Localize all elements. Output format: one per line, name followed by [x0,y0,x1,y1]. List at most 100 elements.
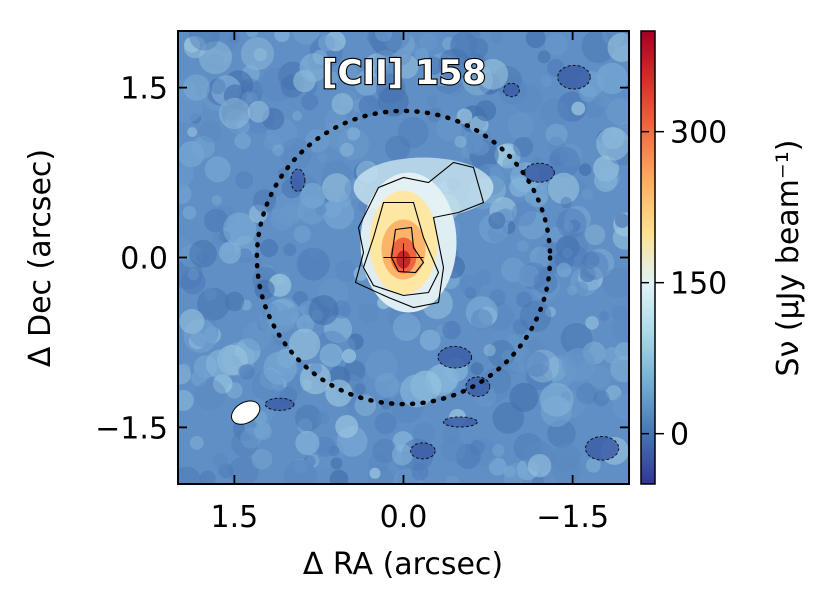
noise-blob [314,436,336,458]
noise-blob [270,208,294,231]
noise-blob [614,213,629,229]
noise-blob [378,85,409,117]
noise-blob [539,98,569,128]
noise-blob [533,270,558,295]
noise-blob [584,224,606,246]
noise-blob [210,31,240,53]
noise-blob [183,35,207,59]
noise-blob [211,194,222,206]
noise-blob [442,74,465,96]
noise-blob [274,31,290,43]
noise-blob [517,240,529,253]
noise-blob [330,457,343,470]
noise-blob [240,427,262,449]
contour-negative [585,436,620,461]
contour-positive [354,161,485,309]
noise-blob [392,313,421,342]
contour-negative [410,442,436,460]
noise-blob [365,349,398,382]
noise-blob [212,233,225,246]
noise-blob [562,348,596,382]
contour-negative [523,162,555,183]
noise-blob [585,248,615,278]
noise-blob [419,329,441,351]
y-tick-label: 1.5 [120,72,168,107]
noise-blob [187,127,198,138]
noise-blob [299,182,326,209]
noise-blob [426,95,438,107]
noise-blob [548,146,581,178]
noise-blob [251,448,273,470]
noise-blob [194,379,226,411]
noise-blob [574,281,589,296]
noise-blob [224,291,245,312]
noise-blob [526,363,553,391]
noise-blob [292,110,303,121]
noise-blob [335,415,359,438]
noise-blob [470,308,493,331]
noise-blob [324,71,339,86]
contour-negative [264,397,295,411]
noise-blob [280,138,312,170]
noise-blob [520,355,531,366]
noise-blob [565,321,594,350]
noise-blob [512,319,528,335]
noise-blob [367,31,388,48]
noise-blob [309,362,322,375]
noise-blob [331,93,354,115]
noise-blob [316,411,330,425]
noise-blob [293,225,311,243]
noise-blob [238,365,250,377]
noise-blob [328,445,340,457]
noise-blob [594,91,610,107]
noise-blob [197,252,209,265]
noise-blob [218,230,231,243]
noise-blob [490,31,504,44]
noise-blob [180,269,206,295]
noise-blob [347,333,364,350]
noise-blob [602,267,629,298]
noise-blob [204,208,229,233]
noise-blob [288,328,321,361]
noise-blob [235,171,254,190]
colorbar-ticks: 0 150 300 [641,116,727,453]
noise-blob [511,201,537,227]
noise-blob [369,467,381,479]
x-tick-label: −1.5 [536,500,609,535]
noise-blob [257,318,270,332]
noise-blob [354,70,380,96]
noise-blob [263,264,274,276]
noise-blob [178,389,194,411]
y-tick-label: 0.0 [120,242,168,277]
aperture-circle [254,108,553,407]
noise-blob [297,418,313,434]
x-tick-label: 0.0 [380,500,428,535]
noise-blob [411,463,429,481]
noise-blob [552,443,581,472]
noise-blob [477,369,512,403]
noise-blob [199,120,222,143]
noise-blob [513,83,543,113]
noise-blob [501,350,513,361]
noise-blob [540,75,553,88]
noise-blob [253,48,267,62]
contour-negative [442,416,478,428]
noise-blob [547,172,580,205]
noise-blob [182,205,197,220]
noise-blob [218,463,234,479]
noise-blob [237,248,253,263]
noise-blob [301,93,319,111]
noise-blob [272,144,285,156]
noise-blob [445,475,460,484]
noise-blob [525,31,546,49]
map-title: [CII] 158 [322,53,486,93]
noise-blob [606,98,629,126]
noise-blob [488,457,507,476]
noise-blob [427,107,443,123]
noise-blob [247,100,270,123]
noise-blob [612,393,629,420]
noise-blob [503,462,533,484]
noise-blob [563,221,574,232]
noise-blob [246,31,259,38]
